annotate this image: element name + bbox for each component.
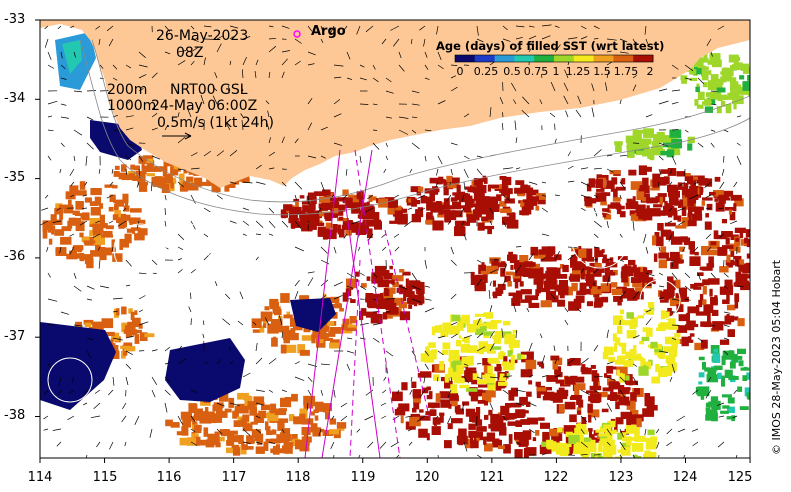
lon-tick-label: 120 (414, 470, 440, 485)
lon-tick-label: 122 (543, 470, 569, 485)
lat-tick-label: -38 (4, 408, 26, 423)
date-label: 26-May-2023 (156, 28, 249, 44)
argo-marker-icon (293, 30, 301, 38)
colorbar-tick: 2 (646, 65, 654, 78)
isobath-1000m (79, 39, 750, 216)
lon-tick-label: 121 (479, 470, 505, 485)
colorbar-tick: 0.25 (473, 65, 499, 78)
lon-tick-label: 114 (27, 470, 53, 485)
lat-tick-label: -35 (4, 170, 26, 185)
argo-tracks (304, 149, 431, 458)
axis-ticks (35, 19, 751, 463)
colorbar-tick: 1.75 (613, 65, 639, 78)
isobath-200m (91, 39, 750, 203)
lon-tick-label: 119 (350, 470, 376, 485)
contour-label-200m: 200m (107, 82, 148, 98)
scale-label: 0.5m/s (1kt 24h) (157, 115, 274, 131)
lon-tick-label: 125 (727, 470, 753, 485)
colorbar (454, 54, 654, 63)
time-label: 24-May 06:00Z (151, 98, 258, 114)
lon-tick-label: 115 (92, 470, 118, 485)
lat-tick-label: -37 (4, 329, 26, 344)
colorbar-tick: 1 (552, 65, 560, 78)
sst-age-field (40, 20, 750, 458)
colorbar-tick: 0.5 (503, 65, 521, 78)
argo-label: Argo (311, 24, 346, 39)
colorbar-tick: 0 (456, 65, 464, 78)
lon-tick-label: 118 (285, 470, 311, 485)
lon-tick-label: 117 (221, 470, 247, 485)
colorbar-tick: 1.25 (565, 65, 591, 78)
colorbar-tick: 1.5 (593, 65, 611, 78)
contour-label-1000m: 1000m (107, 98, 157, 114)
credit-label: © IMOS 28-May-2023 05:04 Hobart (770, 259, 783, 455)
isobath-contours (79, 39, 750, 216)
product-label: NRT00 GSL (170, 82, 248, 98)
lon-tick-label: 123 (608, 470, 634, 485)
lon-tick-label: 124 (672, 470, 698, 485)
scale-arrow (162, 132, 192, 140)
current-vectors (40, 24, 744, 458)
lon-tick-label: 116 (156, 470, 182, 485)
lat-tick-label: -36 (4, 249, 26, 264)
plot-frame (39, 19, 751, 459)
colorbar-tick: 0.75 (523, 65, 549, 78)
colorbar-title: Age (days) of filled SST (wrt latest) (436, 39, 665, 53)
lat-tick-label: -33 (4, 12, 26, 27)
hour-label: 08Z (176, 45, 204, 61)
lat-tick-label: -34 (4, 91, 26, 106)
